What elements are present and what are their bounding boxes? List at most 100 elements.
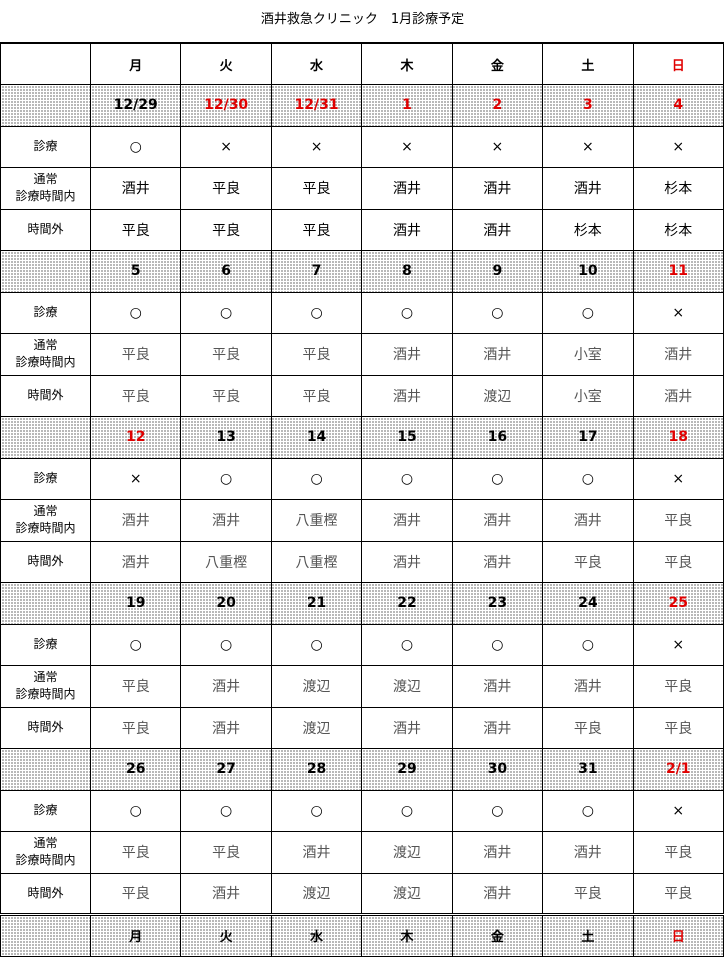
date-cell: 12/30: [180, 84, 272, 127]
doctor-cell: 酒井: [180, 665, 272, 708]
date-label-cell: [0, 84, 91, 127]
doctor-cell: 小室: [542, 374, 634, 417]
doctor-cell: 渡辺: [270, 706, 363, 749]
row-label: 時間外: [0, 540, 91, 583]
date-row: 26 27 28 29 30 31 2/1: [0, 748, 725, 791]
status-cell: ×: [180, 125, 272, 168]
schedule-row: 診療 ○ × × × × × ×: [0, 125, 725, 168]
status-cell: ○: [89, 789, 182, 832]
status-cell: ×: [632, 623, 725, 666]
row-label: 時間外: [0, 706, 91, 749]
title: 酒井救急クリニック 1月診療予定: [260, 12, 465, 27]
date-cell: 26: [89, 748, 182, 791]
status-cell: ○: [451, 291, 544, 334]
status-cell: ○: [361, 623, 453, 666]
day-cell: 木: [361, 42, 453, 85]
doctor-cell: 酒井: [89, 167, 182, 210]
status-cell: ○: [270, 457, 363, 500]
date-cell: 13: [180, 416, 272, 459]
doctor-cell: 平良: [180, 831, 272, 874]
row-label: 通常 診療時間内: [0, 333, 91, 376]
date-cell: 7: [270, 250, 363, 293]
doctor-cell: 酒井: [542, 665, 634, 708]
doctor-cell: 杉本: [632, 167, 725, 210]
status-cell: ×: [632, 291, 725, 334]
schedule-row: 診療 ○ ○ ○ ○ ○ ○ ×: [0, 291, 725, 334]
doctor-cell: 平良: [89, 706, 182, 749]
date-cell: 14: [270, 416, 363, 459]
date-row: 12/29 12/30 12/31 1 2 3 4: [0, 84, 725, 127]
doctor-cell: 酒井: [451, 665, 544, 708]
doctor-cell: 平良: [89, 333, 182, 376]
doctor-cell: 渡辺: [270, 872, 363, 915]
doctor-cell: 平良: [180, 333, 272, 376]
schedule-row: 通常 診療時間内 平良 酒井 渡辺 渡辺 酒井 酒井 平良: [0, 665, 725, 708]
doctor-cell: 酒井: [632, 374, 725, 417]
day-cell: 月: [89, 913, 182, 957]
date-cell: 23: [451, 582, 544, 625]
status-cell: ○: [89, 623, 182, 666]
day-cell: 金: [451, 913, 544, 957]
date-label-cell: [0, 582, 91, 625]
status-cell: ○: [542, 457, 634, 500]
status-cell: ×: [89, 457, 182, 500]
day-cell: 金: [451, 42, 544, 85]
doctor-cell: 平良: [89, 374, 182, 417]
corner-cell: [0, 913, 91, 957]
row-label: 診療: [0, 623, 91, 666]
schedule-row: 通常 診療時間内 酒井 平良 平良 酒井 酒井 酒井 杉本: [0, 167, 725, 210]
doctor-cell: 平良: [632, 872, 725, 915]
day-cell: 火: [180, 913, 272, 957]
day-cell: 水: [270, 913, 363, 957]
status-cell: ○: [180, 789, 272, 832]
date-row: 5 6 7 8 9 10 11: [0, 250, 725, 293]
schedule-row: 通常 診療時間内 平良 平良 平良 酒井 酒井 小室 酒井: [0, 333, 725, 376]
doctor-cell: 平良: [270, 167, 363, 210]
status-cell: ○: [270, 291, 363, 334]
doctor-cell: 平良: [89, 872, 182, 915]
schedule-row: 時間外 平良 酒井 渡辺 酒井 酒井 平良 平良: [0, 706, 725, 749]
doctor-cell: 酒井: [361, 167, 453, 210]
date-cell: 19: [89, 582, 182, 625]
doctor-cell: 平良: [632, 706, 725, 749]
corner-cell: [0, 42, 91, 85]
doctor-cell: 酒井: [451, 872, 544, 915]
status-cell: ○: [180, 623, 272, 666]
day-cell: 火: [180, 42, 272, 85]
date-cell: 5: [89, 250, 182, 293]
row-label: 診療: [0, 125, 91, 168]
date-cell: 2/1: [632, 748, 725, 791]
day-row: 月火水木金土日: [0, 913, 725, 957]
day-row: 月火水木金土日: [0, 42, 725, 85]
status-cell: ○: [89, 291, 182, 334]
doctor-cell: 酒井: [180, 872, 272, 915]
doctor-cell: 平良: [542, 706, 634, 749]
row-label: 通常 診療時間内: [0, 167, 91, 210]
doctor-cell: 酒井: [451, 540, 544, 583]
doctor-cell: 平良: [632, 540, 725, 583]
doctor-cell: 酒井: [542, 167, 634, 210]
doctor-cell: 渡辺: [270, 665, 363, 708]
doctor-cell: 酒井: [361, 208, 453, 251]
row-label: 時間外: [0, 374, 91, 417]
doctor-cell: 酒井: [542, 831, 634, 874]
date-cell: 21: [270, 582, 363, 625]
doctor-cell: 酒井: [451, 831, 544, 874]
doctor-cell: 酒井: [542, 499, 634, 542]
doctor-cell: 平良: [89, 831, 182, 874]
day-cell: 日: [632, 913, 725, 957]
row-label: 時間外: [0, 872, 91, 915]
schedule-row: 時間外 酒井 八重樫 八重樫 酒井 酒井 平良 平良: [0, 540, 725, 583]
date-cell: 27: [180, 748, 272, 791]
status-cell: ○: [542, 291, 634, 334]
status-cell: ○: [361, 291, 453, 334]
day-cell: 木: [361, 913, 453, 957]
schedule-row: 診療 ○ ○ ○ ○ ○ ○ ×: [0, 623, 725, 666]
date-cell: 2: [451, 84, 544, 127]
doctor-cell: 平良: [632, 499, 725, 542]
doctor-cell: 酒井: [451, 333, 544, 376]
status-cell: ×: [632, 789, 725, 832]
date-cell: 11: [632, 250, 725, 293]
doctor-cell: 平良: [632, 831, 725, 874]
date-cell: 31: [542, 748, 634, 791]
